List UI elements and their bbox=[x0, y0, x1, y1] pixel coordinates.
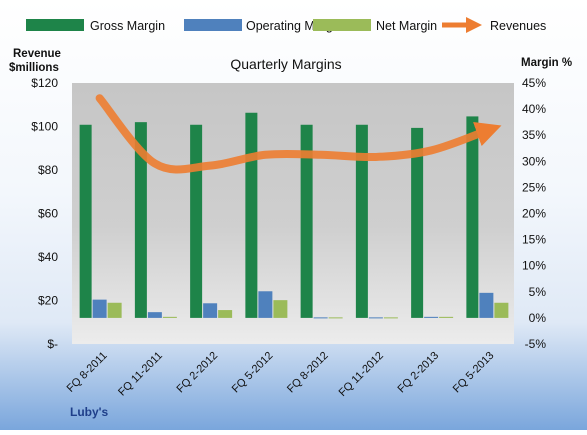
legend-net-margin-swatch bbox=[313, 19, 371, 31]
left-tick-label: $120 bbox=[31, 76, 58, 90]
gross-margin-bar bbox=[411, 127, 424, 318]
category-label: FQ 5-2013 bbox=[451, 350, 497, 396]
right-axis-ticks: -5% 0% 5% 10% 15% 20% 25% 30% 35% 40% 45% bbox=[522, 76, 546, 351]
net-margin-bar bbox=[273, 300, 288, 318]
left-tick-label: $100 bbox=[31, 120, 58, 134]
bar-marks bbox=[79, 112, 509, 319]
operating-margin-bar bbox=[479, 292, 494, 318]
gross-margin-bar bbox=[190, 124, 203, 318]
revenues-line bbox=[95, 94, 502, 174]
gross-margin-bar bbox=[355, 124, 368, 318]
legend-net-margin: Net Margin bbox=[313, 19, 437, 33]
gross-margin-bar bbox=[466, 116, 479, 318]
left-axis-title-line2: $millions bbox=[9, 62, 59, 74]
gross-margin-bar bbox=[300, 124, 313, 318]
net-margin-bar bbox=[383, 317, 398, 319]
right-tick-label: 25% bbox=[522, 180, 546, 194]
right-tick-label: 30% bbox=[522, 154, 546, 168]
left-tick-label: $40 bbox=[38, 250, 58, 264]
gross-margin-bar bbox=[245, 112, 258, 318]
gross-margin-bar bbox=[134, 122, 147, 318]
right-tick-label: 10% bbox=[522, 259, 546, 273]
legend: Gross Margin Operating Margin Net Margin… bbox=[26, 16, 546, 33]
net-margin-bar bbox=[494, 302, 509, 318]
category-label: FQ 11-2012 bbox=[337, 350, 386, 399]
revenues-line-path bbox=[95, 94, 502, 174]
net-margin-bar bbox=[439, 316, 454, 318]
category-label: FQ 2-2012 bbox=[175, 350, 221, 396]
category-label: FQ 5-2012 bbox=[230, 350, 276, 396]
category-labels: FQ 8-2011 FQ 11-2011 FQ 2-2012 FQ 5-2012 FQ … bbox=[65, 350, 497, 399]
operating-margin-bar bbox=[203, 303, 218, 318]
operating-margin-bar bbox=[258, 291, 273, 318]
net-margin-bar bbox=[162, 316, 177, 318]
left-tick-label: $80 bbox=[38, 163, 58, 177]
company-footer: Luby's bbox=[70, 405, 109, 419]
net-margin-bar bbox=[328, 317, 343, 319]
legend-revenues: Revenues bbox=[442, 16, 546, 33]
category-label: FQ 8-2011 bbox=[65, 350, 110, 395]
right-tick-label: 45% bbox=[522, 76, 546, 90]
legend-operating-margin-swatch bbox=[184, 19, 242, 31]
right-tick-label: 35% bbox=[522, 128, 546, 142]
legend-gross-margin: Gross Margin bbox=[26, 19, 165, 33]
net-margin-bar bbox=[218, 310, 233, 318]
operating-margin-bar bbox=[424, 316, 439, 318]
operating-margin-bar bbox=[147, 312, 162, 318]
right-tick-label: 20% bbox=[522, 207, 546, 221]
left-tick-label: $20 bbox=[38, 294, 58, 308]
category-label: FQ 2-2013 bbox=[396, 350, 442, 396]
left-axis-ticks: $- $20 $40 $60 $80 $100 $120 bbox=[31, 76, 58, 351]
right-tick-label: -5% bbox=[525, 337, 547, 351]
right-tick-label: 5% bbox=[529, 285, 547, 299]
right-axis-title: Margin % bbox=[521, 57, 572, 69]
net-margin-bar bbox=[107, 302, 122, 318]
right-tick-label: 15% bbox=[522, 233, 546, 247]
legend-net-margin-label: Net Margin bbox=[376, 19, 437, 33]
left-axis-title-line1: Revenue bbox=[13, 48, 61, 60]
left-tick-label: $- bbox=[47, 337, 58, 351]
operating-margin-bar bbox=[368, 317, 383, 319]
chart-title: Quarterly Margins bbox=[230, 56, 341, 72]
legend-revenues-label: Revenues bbox=[490, 19, 546, 33]
left-tick-label: $60 bbox=[38, 207, 58, 221]
right-tick-label: 0% bbox=[529, 311, 547, 325]
legend-gross-margin-label: Gross Margin bbox=[90, 19, 165, 33]
operating-margin-bar bbox=[313, 317, 328, 319]
category-label: FQ 8-2012 bbox=[285, 350, 331, 396]
operating-margin-bar bbox=[92, 299, 107, 318]
legend-gross-margin-swatch bbox=[26, 19, 84, 31]
gross-margin-bar bbox=[79, 124, 92, 318]
right-tick-label: 40% bbox=[522, 102, 546, 116]
category-label: FQ 11-2011 bbox=[116, 350, 165, 399]
